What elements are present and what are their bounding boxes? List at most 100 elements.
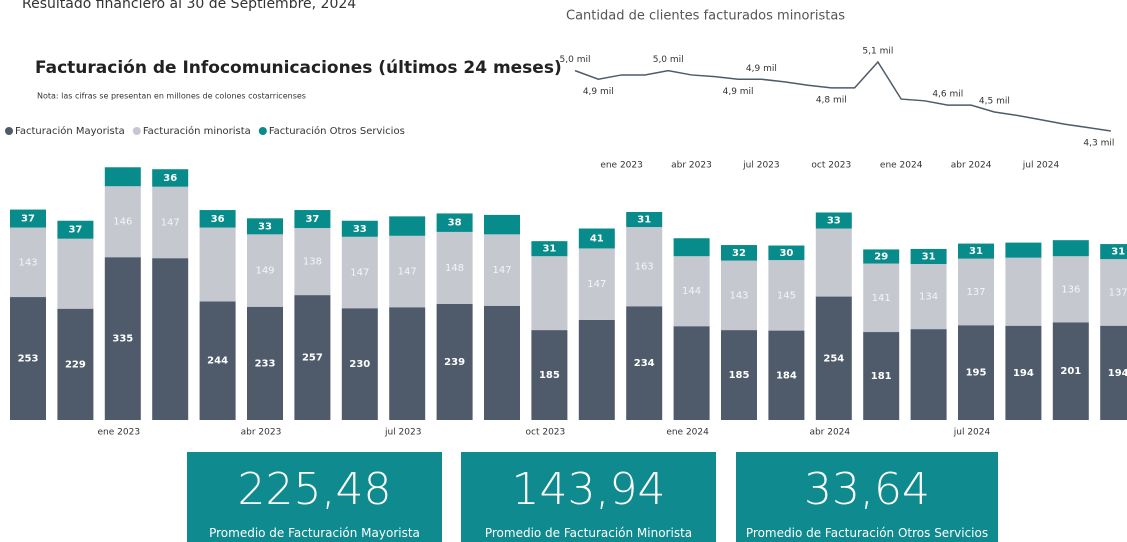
bar-segment (626, 211, 663, 228)
bar-segment (199, 301, 236, 420)
bar-segment (815, 228, 852, 297)
x-tick-label: abr 2024 (951, 161, 992, 171)
data-label: 181 (871, 371, 892, 382)
bar-segment (958, 243, 994, 259)
bar-segment (389, 235, 426, 308)
bar-segment (910, 263, 947, 330)
bar-segment (104, 167, 141, 187)
data-label: 33 (827, 215, 841, 226)
data-label: 201 (1060, 366, 1081, 377)
data-label: 32 (732, 248, 746, 259)
bar-segment (1100, 259, 1127, 326)
data-label: 147 (350, 267, 369, 278)
x-tick-label: ene 2024 (880, 161, 923, 171)
data-label: 147 (587, 279, 606, 290)
x-tick-label: ene 2023 (600, 161, 643, 171)
bar-segment (721, 330, 757, 420)
data-label: 37 (68, 225, 82, 236)
bar-segment (247, 234, 283, 307)
data-label: 163 (635, 262, 654, 273)
x-tick-label: oct 2023 (811, 161, 851, 171)
legend-label: Facturación Mayorista (15, 125, 125, 137)
x-tick-label: oct 2023 (526, 428, 566, 438)
bar-segment (10, 227, 46, 298)
data-label: 138 (303, 257, 322, 268)
page-title: Resultado financiero al 30 de Septiembre… (22, 0, 356, 12)
x-tick-label: ene 2024 (666, 428, 709, 438)
bar-segment (673, 256, 710, 327)
kpi-label: Promedio de Facturación Minorista (484, 526, 693, 540)
legend-dot (132, 127, 141, 135)
bar-segment (57, 220, 94, 239)
bar-segment (10, 209, 46, 228)
bar-segment (152, 258, 189, 420)
x-tick-label: abr 2023 (671, 161, 712, 171)
bar-segment (104, 257, 141, 420)
bar-segment (958, 325, 994, 420)
data-label: 41 (590, 233, 604, 244)
kpi-label: Promedio de Facturación Otros Servicios (745, 526, 989, 540)
kpi-value: 33,64 (804, 464, 930, 515)
legend-label: Facturación minorista (143, 125, 251, 137)
bar-segment (1100, 244, 1127, 260)
bar-segment (57, 238, 94, 309)
bar-segment (1052, 256, 1089, 323)
bar-segment (1100, 325, 1127, 420)
bar-segment (436, 231, 473, 304)
data-label: 195 (966, 368, 987, 379)
data-label: 37 (305, 214, 319, 225)
bar-segment (484, 234, 520, 306)
data-label: 30 (779, 248, 793, 259)
data-label: 31 (542, 244, 556, 255)
bar-segment (626, 306, 663, 420)
data-label: 239 (444, 357, 465, 368)
bar-segment (341, 220, 378, 237)
bar-segment (768, 245, 805, 261)
data-label: 147 (492, 265, 511, 276)
bar-segment (910, 329, 947, 420)
data-label: 234 (634, 358, 655, 369)
data-label: 33 (258, 221, 272, 232)
data-label: 257 (302, 353, 323, 364)
x-tick-label: jul 2024 (953, 428, 991, 438)
data-label: 36 (211, 214, 225, 225)
data-label: 37 (21, 214, 35, 225)
data-label: 229 (65, 359, 86, 370)
bar-segment (57, 308, 94, 420)
bar-segment (958, 258, 994, 326)
data-label: 31 (922, 251, 936, 262)
data-label: 136 (1061, 284, 1080, 295)
bar-segment (673, 238, 710, 257)
data-label: 149 (255, 266, 274, 277)
data-label: 253 (18, 354, 39, 365)
kpi-label: Promedio de Facturación Mayorista (209, 526, 420, 540)
bar-segment (10, 297, 46, 420)
bar-segment (152, 186, 189, 259)
bar-segment (247, 218, 283, 235)
data-label: 147 (161, 217, 180, 228)
data-label: 31 (1111, 247, 1125, 258)
data-label: 33 (353, 224, 367, 235)
data-label: 5,0 mil (560, 55, 591, 65)
legend-dot (258, 127, 267, 135)
data-label: 4,9 mil (583, 87, 614, 97)
bar-segment (578, 228, 615, 249)
data-label: 147 (398, 267, 417, 278)
data-label: 134 (919, 292, 938, 303)
bar-segment (578, 319, 615, 420)
data-label: 38 (448, 218, 462, 229)
bar-segment (1052, 322, 1089, 420)
bar-segment (673, 326, 710, 420)
kpi-card: 143,94 Promedio de Facturación Minorista (461, 452, 716, 542)
data-label: 4,5 mil (979, 97, 1010, 107)
data-label: 146 (113, 217, 132, 228)
x-tick-label: jul 2024 (1022, 161, 1060, 171)
bar-segment (294, 295, 331, 420)
data-label: 233 (255, 358, 276, 369)
bar-segment (389, 216, 426, 236)
data-label: 145 (777, 290, 796, 301)
kpi-value: 143,94 (511, 464, 666, 515)
bar-segment (1052, 240, 1089, 257)
data-label: 185 (729, 370, 750, 381)
data-label: 185 (539, 370, 560, 381)
